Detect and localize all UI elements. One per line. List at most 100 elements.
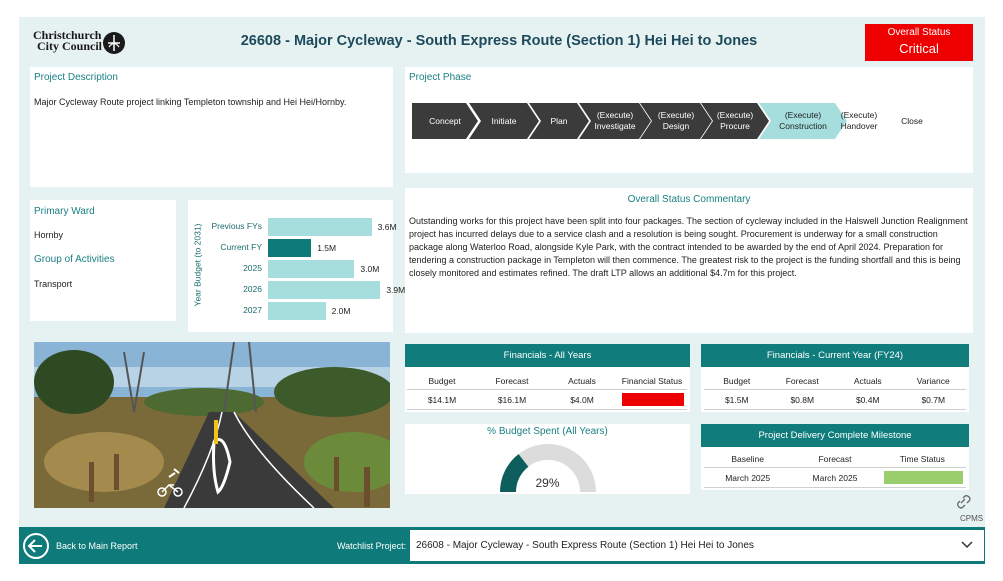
phase-step-label: (Execute) Procure	[717, 110, 753, 132]
status-indicator	[622, 393, 684, 406]
dashboard-canvas: Christchurch City Council 26608 - Major …	[19, 17, 985, 564]
phase-step: (Execute) Investigate	[579, 103, 651, 139]
phase-step-line2: Construction	[779, 121, 827, 131]
table-value-cell: $0.7M	[921, 395, 946, 405]
footer-bar: Back to Main Report Watchlist Project: 2…	[19, 527, 985, 564]
phase-step-line1: (Execute)	[657, 110, 695, 120]
table-value-cell: $14.1M	[427, 395, 457, 405]
phase-step-label: Concept	[429, 116, 461, 127]
group-activities-label: Group of Activities	[34, 254, 115, 265]
year-budget-chart-panel: Year Budget (to 2031) Previous FYs 3.6M Cu…	[188, 200, 405, 332]
project-description-text: Major Cycleway Route project linking Tem…	[34, 97, 347, 107]
watchlist-project-select[interactable]: 26608 - Major Cycleway - South Express R…	[410, 530, 984, 561]
phase-step-line1: Plan	[550, 115, 568, 126]
table-value-cell: $16.1M	[497, 395, 527, 405]
project-phase-title: Project Phase	[409, 72, 472, 83]
phase-step-line2: Handover	[840, 121, 878, 131]
bar	[268, 239, 312, 257]
back-to-main-button[interactable]: Back to Main Report	[56, 541, 138, 551]
table-header-cell: Forecast	[818, 454, 852, 464]
project-description-panel: Project Description Major Cycleway Route…	[30, 67, 393, 187]
phase-step-label: Initiate	[491, 116, 516, 127]
status-commentary-panel: Overall Status Commentary Outstanding wo…	[405, 188, 973, 333]
bar-category-label: 2025	[243, 263, 262, 273]
table-value-cell: $1.5M	[724, 395, 749, 405]
bar-category-label: 2027	[243, 305, 262, 315]
phase-step-line1: (Execute)	[596, 110, 634, 120]
phase-step-label: (Execute) Investigate	[594, 110, 635, 132]
bar-value-label: 3.0M	[360, 264, 380, 274]
watchlist-selected-value: 26608 - Major Cycleway - South Express R…	[416, 540, 754, 551]
milestone-title: Project Delivery Complete Milestone	[701, 424, 969, 447]
cpms-link-icon[interactable]	[957, 495, 971, 514]
table-divider	[704, 409, 966, 410]
phase-step-label: (Execute) Design	[658, 110, 694, 132]
phase-step-line2: Design	[662, 121, 690, 131]
group-activities-value: Transport	[34, 279, 73, 289]
phase-step: Concept	[412, 103, 478, 139]
page-title: 26608 - Major Cycleway - South Express R…	[240, 33, 758, 49]
bar	[268, 260, 355, 278]
phase-step-label: Close	[901, 116, 923, 127]
phase-step-line1: Initiate	[491, 115, 517, 126]
phase-step-line1: Concept	[429, 115, 461, 126]
primary-ward-label: Primary Ward	[34, 206, 95, 217]
back-arrow-icon[interactable]	[23, 533, 49, 559]
phase-step-label: (Execute) Construction	[779, 110, 827, 132]
watchlist-label: Watchlist Project:	[337, 541, 407, 551]
financials-all-title: Financials - All Years	[405, 344, 690, 367]
table-value-cell: March 2025	[725, 473, 771, 483]
table-header-cell: Forecast	[495, 376, 529, 386]
table-divider	[704, 487, 966, 488]
table-divider	[704, 389, 966, 390]
financials-current-title: Financials - Current Year (FY24)	[701, 344, 969, 367]
phase-step-line2: Procure	[720, 121, 750, 131]
bar	[268, 218, 372, 236]
bar	[268, 281, 381, 299]
project-description-title: Project Description	[34, 72, 118, 83]
primary-ward-value: Hornby	[34, 230, 64, 240]
table-header-cell: Budget	[723, 376, 751, 386]
table-divider	[407, 389, 687, 390]
phase-step-line1: (Execute)	[784, 110, 822, 120]
phase-step: Close	[887, 103, 937, 139]
bar-category-label: Current FY	[220, 242, 262, 252]
phase-step: (Execute) Construction	[759, 103, 847, 139]
bar-value-label: 2.0M	[331, 306, 351, 316]
phase-step-label: Plan	[550, 116, 567, 127]
table-value-cell: $0.4M	[855, 395, 880, 405]
bar-value-label: 1.5M	[317, 243, 337, 253]
commentary-text: Outstanding works for this project have …	[409, 216, 968, 278]
phase-step-line1: (Execute)	[840, 110, 878, 120]
phase-step-line2: Investigate	[594, 121, 636, 131]
phase-step: (Execute) Handover	[828, 103, 890, 139]
table-divider	[704, 467, 966, 468]
ward-panel: Primary Ward Hornby Group of Activities …	[30, 200, 176, 321]
table-value-cell: March 2025	[812, 473, 858, 483]
table-header-cell: Actuals	[853, 376, 882, 386]
table-header-cell: Financial Status	[621, 376, 683, 386]
project-photo	[34, 342, 390, 508]
budget-spent-title: % Budget Spent (All Years)	[487, 426, 608, 437]
budget-spent-percent: 29%	[535, 476, 560, 490]
phase-step-line1: Close	[901, 115, 923, 126]
cpms-label: CPMS	[960, 514, 984, 523]
status-indicator	[883, 471, 963, 484]
budget-spent-panel: % Budget Spent (All Years) 29%	[405, 424, 690, 494]
overall-status-badge: Overall Status Critical	[865, 24, 973, 61]
bar-category-label: Previous FYs	[211, 221, 262, 231]
table-header-cell: Forecast	[785, 376, 819, 386]
phase-step-label: (Execute) Handover	[841, 110, 878, 132]
table-header-cell: Time Status	[899, 454, 945, 464]
logo-emblem-icon	[103, 32, 125, 54]
logo-line2: City Council	[37, 39, 103, 53]
commentary-title: Overall Status Commentary	[627, 194, 751, 205]
table-header-cell: Variance	[916, 376, 950, 386]
bar-value-label: 3.6M	[377, 222, 397, 232]
overall-status-label: Overall Status	[887, 27, 951, 38]
budget-spent-gauge	[500, 444, 596, 493]
phase-step: (Execute) Design	[640, 103, 712, 139]
logo-line1: Christchurch	[33, 28, 102, 42]
overall-status-value: Critical	[899, 41, 939, 56]
table-header-cell: Actuals	[568, 376, 596, 386]
